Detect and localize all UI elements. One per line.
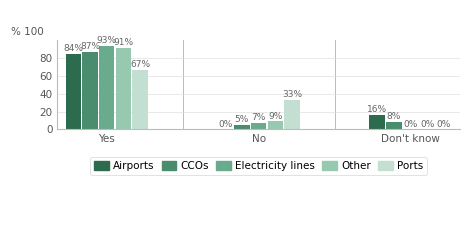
Text: 0%: 0% (437, 120, 451, 128)
Text: 87%: 87% (80, 42, 100, 51)
Bar (66, 54, 81, 129)
Bar (386, 122, 401, 129)
Bar (285, 100, 300, 129)
Text: 16%: 16% (367, 105, 387, 114)
Text: 0%: 0% (420, 120, 435, 128)
Text: 67%: 67% (130, 60, 150, 69)
Text: 5%: 5% (235, 115, 249, 124)
Bar (133, 70, 148, 129)
Text: 8%: 8% (387, 112, 401, 122)
Text: 33%: 33% (282, 90, 302, 99)
Text: 84%: 84% (63, 44, 83, 54)
Text: 0%: 0% (218, 120, 232, 128)
Text: % 100: % 100 (11, 27, 44, 36)
Bar (234, 125, 250, 129)
Bar (251, 123, 266, 129)
Bar (268, 122, 283, 129)
Legend: Airports, CCOs, Electricity lines, Other, Ports: Airports, CCOs, Electricity lines, Other… (90, 157, 427, 175)
Text: 9%: 9% (268, 112, 283, 121)
Text: 7%: 7% (251, 113, 266, 122)
Bar (82, 52, 98, 129)
Text: 91%: 91% (114, 38, 133, 47)
Text: 0%: 0% (403, 120, 418, 128)
Bar (116, 48, 131, 129)
Text: 93%: 93% (96, 36, 117, 45)
Bar (99, 46, 114, 129)
Bar (370, 115, 385, 129)
